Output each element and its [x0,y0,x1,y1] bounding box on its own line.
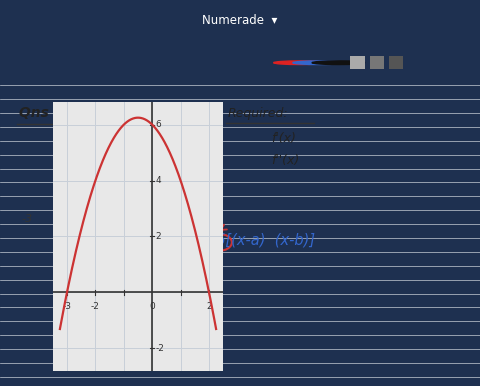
Text: -2: -2 [91,302,100,311]
Text: Numerade  ▾: Numerade ▾ [202,14,278,27]
Text: f''(x): f''(x) [271,154,300,166]
Text: Required:: Required: [228,107,288,120]
FancyBboxPatch shape [389,56,403,69]
Text: 2: 2 [156,232,161,241]
FancyBboxPatch shape [350,56,365,69]
Text: -2: -2 [156,344,165,353]
Text: 0: 0 [149,302,155,311]
Text: 2: 2 [206,302,212,311]
Text: 6: 6 [156,120,161,129]
FancyBboxPatch shape [370,56,384,69]
Text: f  =  -6[(x-a)  (x-b)]: f = -6[(x-a) (x-b)] [175,233,315,248]
Text: f'(x): f'(x) [271,132,296,145]
Circle shape [312,61,365,64]
Text: -3: -3 [62,302,72,311]
Text: Qns 119: Qns 119 [19,107,83,120]
Text: 4: 4 [156,176,161,185]
Circle shape [293,61,346,64]
Text: -3: -3 [22,214,33,224]
Circle shape [274,61,326,64]
